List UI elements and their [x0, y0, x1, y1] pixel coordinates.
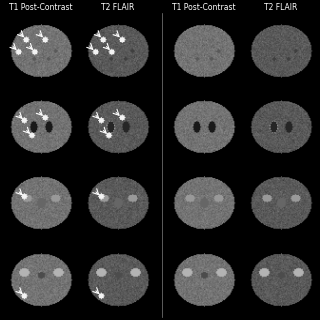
Text: T2 FLAIR: T2 FLAIR [264, 3, 298, 12]
Text: T1 Post-Contrast: T1 Post-Contrast [9, 3, 73, 12]
Text: T1 Post-Contrast: T1 Post-Contrast [172, 3, 236, 12]
Text: T2 FLAIR: T2 FLAIR [101, 3, 134, 12]
